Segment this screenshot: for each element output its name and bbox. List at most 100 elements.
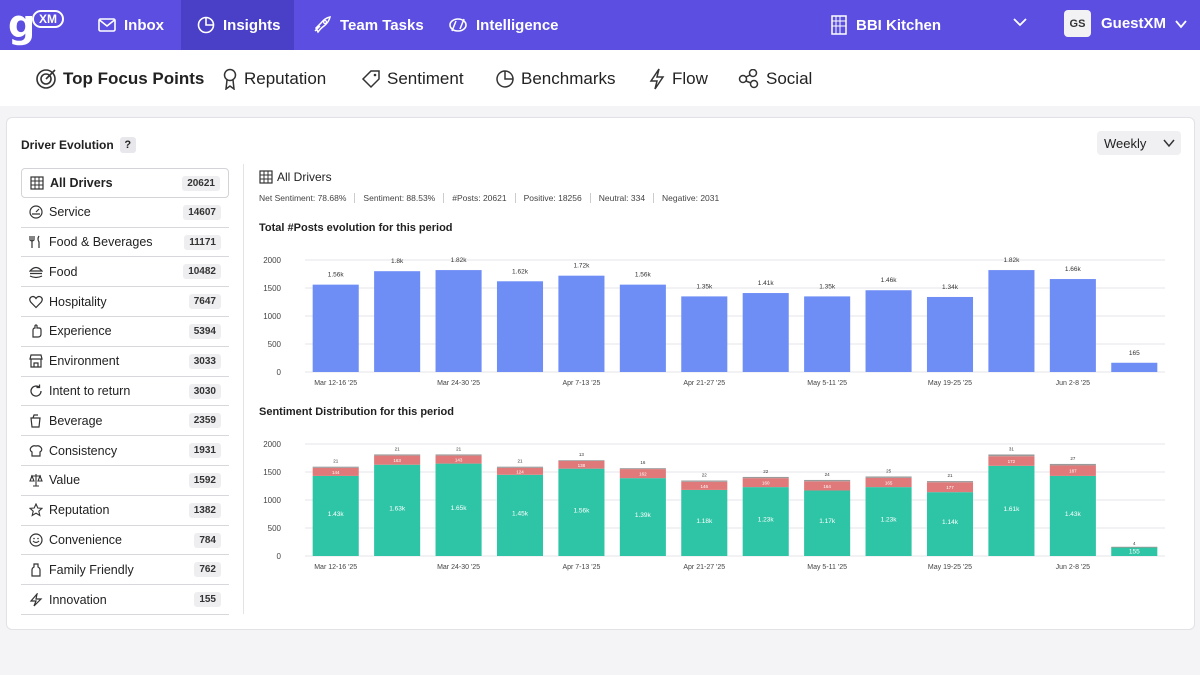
posts-bar[interactable] — [988, 270, 1035, 372]
smile-icon — [29, 533, 43, 547]
app-logo[interactable]: g XM — [8, 2, 66, 46]
driver-label: Consistency — [49, 443, 118, 458]
tab-social[interactable]: Social — [738, 64, 812, 94]
driver-item[interactable]: Food 10482 — [21, 257, 229, 288]
nav-intelligence[interactable]: Intelligence — [448, 0, 559, 50]
posts-bar[interactable] — [312, 284, 359, 372]
segment-value-label: 21 — [517, 459, 523, 464]
bar-value-label: 1.62k — [512, 268, 529, 275]
posts-bar[interactable] — [804, 296, 851, 372]
tab-top-focus-points[interactable]: Top Focus Points — [35, 64, 204, 94]
sentiment-bar-positive[interactable] — [619, 478, 666, 556]
sentiment-bar-neutral[interactable] — [804, 479, 851, 482]
sentiment-bar-negative[interactable] — [681, 481, 728, 490]
sentiment-bar-negative[interactable] — [804, 481, 851, 491]
nav-inbox[interactable]: Inbox — [98, 0, 164, 50]
sentiment-bar-neutral[interactable] — [435, 454, 482, 456]
sentiment-bar-negative[interactable] — [865, 477, 912, 488]
posts-bar[interactable] — [742, 293, 789, 372]
sentiment-bar-negative[interactable] — [374, 455, 421, 465]
sentiment-bar-negative[interactable] — [435, 455, 482, 464]
tab-flow[interactable]: Flow — [648, 64, 708, 94]
driver-item[interactable]: Food & Beverages 11171 — [21, 228, 229, 258]
sentiment-bar-positive[interactable] — [681, 489, 728, 556]
posts-bar[interactable] — [558, 275, 605, 372]
driver-item[interactable]: Beverage 2359 — [21, 406, 229, 437]
segment-value-label: 1.63k — [389, 505, 406, 512]
sentiment-bar-positive[interactable] — [374, 464, 421, 556]
burger-icon — [29, 266, 43, 278]
tab-reputation[interactable]: Reputation — [222, 64, 326, 94]
help-button[interactable]: ? — [119, 137, 136, 153]
sentiment-bar-positive[interactable] — [865, 487, 912, 556]
sentiment-bar-neutral[interactable] — [926, 481, 974, 483]
sentiment-bar-neutral[interactable] — [558, 460, 605, 461]
user-menu[interactable]: GS GuestXM — [1064, 10, 1188, 37]
sentiment-bar-negative[interactable] — [1049, 465, 1096, 476]
tab-sentiment[interactable]: Sentiment — [361, 64, 464, 94]
sentiment-bar-negative[interactable] — [742, 478, 789, 488]
sentiment-bar-negative[interactable] — [988, 456, 1035, 466]
driver-label: Family Friendly — [49, 562, 134, 577]
driver-item[interactable]: All Drivers 20621 — [21, 168, 229, 198]
posts-bar[interactable] — [496, 281, 544, 372]
sentiment-bar-neutral[interactable] — [1049, 463, 1096, 466]
sentiment-bar-negative[interactable] — [496, 467, 544, 475]
driver-item[interactable]: Environment 3033 — [21, 347, 229, 377]
sentiment-bar-positive[interactable] — [312, 475, 359, 556]
driver-item[interactable]: Service 14607 — [21, 198, 229, 228]
sentiment-bar-negative[interactable] — [312, 467, 359, 476]
sentiment-bar-positive[interactable] — [742, 487, 789, 556]
posts-bar[interactable] — [1049, 279, 1096, 372]
sentiment-bar-negative[interactable] — [558, 460, 605, 469]
sentiment-bar-neutral[interactable] — [312, 466, 359, 468]
x-tick-label: Mar 24-30 '25 — [437, 564, 480, 571]
period-select[interactable]: Weekly — [1097, 131, 1181, 155]
driver-label: Food & Beverages — [49, 234, 153, 249]
driver-item[interactable]: Innovation 155 — [21, 585, 229, 615]
sentiment-bar-neutral[interactable] — [988, 454, 1035, 457]
nav-insights[interactable]: Insights — [181, 0, 294, 50]
sentiment-bar-positive[interactable] — [435, 463, 482, 556]
nav-team-tasks[interactable]: Team Tasks — [312, 0, 424, 50]
sentiment-bar-positive[interactable] — [988, 465, 1035, 556]
chevron-down-icon[interactable] — [1012, 14, 1028, 30]
location-selector[interactable]: BBI Kitchen — [830, 0, 941, 50]
sentiment-bar-negative[interactable] — [926, 482, 974, 493]
posts-bar[interactable] — [1111, 362, 1158, 372]
driver-item[interactable]: Intent to return 3030 — [21, 377, 229, 407]
driver-count: 1382 — [188, 502, 221, 518]
sentiment-bar-negative[interactable] — [619, 469, 666, 479]
chef-hat-icon — [29, 444, 43, 457]
sentiment-bar-neutral[interactable] — [865, 476, 912, 478]
sentiment-bar-neutral[interactable] — [681, 480, 728, 482]
posts-bar[interactable] — [619, 284, 666, 372]
sentiment-bar-positive[interactable] — [804, 490, 851, 556]
posts-bar[interactable] — [865, 290, 912, 372]
driver-item[interactable]: Reputation 1382 — [21, 496, 229, 526]
sentiment-bar-neutral[interactable] — [496, 466, 544, 468]
y-tick-label: 1000 — [263, 312, 281, 321]
sentiment-bar-neutral[interactable] — [742, 476, 789, 479]
posts-bar[interactable] — [926, 296, 974, 372]
sentiment-bar-positive[interactable] — [1111, 547, 1158, 556]
driver-item[interactable]: Convenience 784 — [21, 526, 229, 556]
driver-label: Environment — [49, 354, 120, 369]
sentiment-bar-neutral[interactable] — [619, 468, 666, 470]
driver-item[interactable]: Experience 5394 — [21, 317, 229, 347]
sentiment-bar-neutral[interactable] — [374, 454, 421, 456]
driver-item[interactable]: Consistency 1931 — [21, 436, 229, 466]
driver-item[interactable]: Value 1592 — [21, 466, 229, 496]
driver-item[interactable]: Family Friendly 762 — [21, 555, 229, 586]
sentiment-bar-positive[interactable] — [926, 492, 974, 556]
sentiment-bar-positive[interactable] — [1049, 475, 1096, 556]
sentiment-bar-positive[interactable] — [496, 474, 544, 556]
sentiment-bar-neutral[interactable] — [1111, 546, 1158, 548]
store-icon — [29, 354, 43, 368]
sentiment-bar-positive[interactable] — [558, 468, 605, 556]
posts-bar[interactable] — [374, 271, 421, 372]
tab-benchmarks[interactable]: Benchmarks — [495, 64, 615, 94]
driver-item[interactable]: Hospitality 7647 — [21, 287, 229, 317]
posts-bar[interactable] — [681, 296, 728, 372]
posts-bar[interactable] — [435, 270, 482, 372]
